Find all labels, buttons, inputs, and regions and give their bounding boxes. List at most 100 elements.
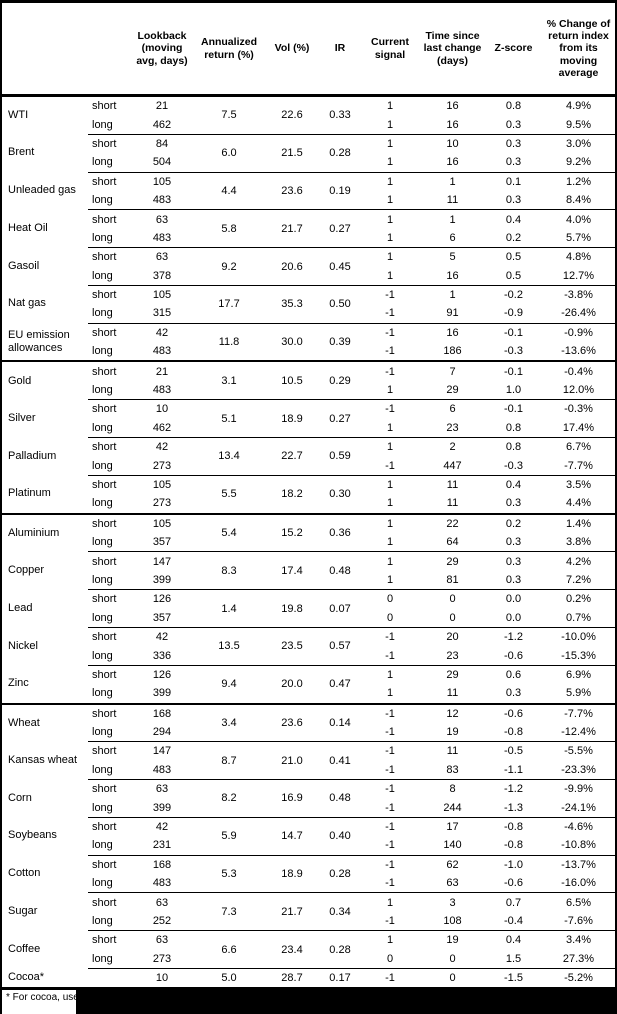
cell-zscore: 0.3 [505,536,522,549]
cell-leg: long [92,952,113,965]
cell-leg: short [92,213,117,226]
commodity-row: Aluminium 5.4 15.2 0.36 short 105 1 22 0.2 1.4% lo… [2,515,615,552]
commodity-values: 4.4 23.6 0.19 short 105 1 1 0.1 1.2% long 483 1 11 0.… [88,171,615,210]
cell-signal: 0 [386,593,394,606]
commodity-values: 5.3 18.9 0.28 short 168 -1 62 -1.0 -13.7% long 483… [88,854,615,893]
cell-pct: 6.9% [565,668,592,681]
cell-signal: 1 [386,555,394,568]
cell-ir: 0.30 [329,488,351,501]
cell-lookback: 10 [155,403,169,416]
cell-lookback: 42 [155,631,169,644]
cell-ir: 0.50 [329,298,351,311]
cell-ir: 0.57 [329,640,351,653]
cell-signal: 1 [386,156,394,169]
cell-vol: 35.3 [281,298,303,311]
commodity-name: Palladium [8,449,57,462]
col-header-time-since-change: Time since last change (days) [423,29,482,67]
cell-signal: 1 [386,100,394,113]
cell-pct: 4.4% [565,497,592,510]
cell-lookback: 105 [152,479,172,491]
cell-ir: 0.14 [329,716,351,729]
cell-signal: -1 [385,365,395,378]
cell-signal: 1 [386,517,394,530]
commodity-values: 5.5 18.2 0.30 short 105 1 11 0.4 3.5% long 273 1 11 0… [88,474,615,513]
cell-time: 8 [449,783,456,796]
cell-lookback: 168 [152,858,172,871]
cell-leg: long [92,459,113,472]
cell-leg: short [92,668,117,681]
cell-pct: -13.7% [561,858,596,871]
commodity-row: Nickel 13.5 23.5 0.57 short 42 -1 20 -1.2 -10.0% l… [2,626,615,665]
cell-signal: -1 [385,801,395,814]
cell-lookback: 126 [152,668,172,681]
commodity-values: 7.3 21.7 0.34 short 63 1 3 0.7 6.5% long 252 -1 108 -… [88,892,615,930]
cell-leg: long [92,345,113,358]
cell-signal: -1 [385,649,395,662]
cell-ir: 0.33 [329,109,351,122]
cell-zscore: -1.5 [504,972,523,985]
cell-leg: short [92,745,117,758]
cell-leg: short [92,858,117,871]
cell-zscore: 0.4 [505,934,522,947]
commodity-name: Nat gas [8,297,46,310]
cell-vol: 23.6 [281,716,303,729]
cell-annualized: 13.4 [218,450,240,463]
cell-leg: long [92,573,113,586]
commodity-values: 9.4 20.0 0.47 short 126 1 29 0.6 6.9% long 399 1 11 0… [88,664,615,703]
footnote-text: * For cocoa, uses [6,992,84,1004]
cell-ir: 0.45 [329,260,351,273]
commodity-values: 13.5 23.5 0.57 short 42 -1 20 -1.2 -10.0% long 336… [88,626,615,665]
cell-leg: long [92,497,113,510]
cell-time: 11 [446,497,459,510]
cell-vol: 22.7 [281,450,303,463]
cell-leg: short [92,365,117,378]
cell-zscore: -0.8 [504,821,523,834]
cell-annualized: 5.0 [221,972,237,985]
cell-lookback: 21 [155,100,169,113]
commodity-name: Copper [8,563,45,576]
commodity-name: Zinc [8,677,29,690]
cell-signal: -1 [385,839,395,852]
cell-vol: 20.6 [281,260,303,273]
cell-time: 20 [446,631,459,644]
cell-zscore: 0.3 [505,118,522,131]
cell-time: 63 [446,877,459,890]
cell-ir: 0.28 [329,147,351,160]
cell-ir: 0.59 [329,450,351,463]
cell-ir: 0.48 [329,564,351,577]
commodity-row: Soybeans 5.9 14.7 0.40 short 42 -1 17 -0.8 -4.6% l… [2,816,615,855]
cell-zscore: 0.1 [505,175,522,188]
cell-vol: 20.0 [281,678,303,691]
commodity-values: 5.0 28.7 0.17 10 -1 0 -1.5 -5.2% [88,967,615,987]
commodity-values: 5.9 14.7 0.40 short 42 -1 17 -0.8 -4.6% long 231 -1… [88,816,615,855]
cell-lookback: 63 [155,783,169,796]
commodity-values: 3.4 23.6 0.14 short 168 -1 12 -0.6 -7.7% long 294 -… [88,705,615,742]
cell-vol: 19.8 [281,602,303,615]
cell-leg: long [92,384,113,397]
commodity-name: Cotton [8,867,41,880]
cell-pct: -5.5% [564,745,593,758]
cell-zscore: -0.1 [504,365,523,378]
cell-signal: 1 [386,137,394,150]
cell-lookback: 273 [152,497,172,510]
commodity-row: Gold 3.1 10.5 0.29 short 21 -1 7 -0.1 -0.4% long 48… [2,362,615,399]
cell-pct: -7.7% [564,459,593,472]
commodity-values: 7.5 22.6 0.33 short 21 1 16 0.8 4.9% long 462 1 16 0.… [88,97,615,134]
cell-ir: 0.07 [329,602,351,615]
commodity-row: Gasoil 9.2 20.6 0.45 short 63 1 5 0.5 4.8% long 378… [2,247,615,285]
cell-time: 83 [446,763,459,776]
cell-zscore: -0.1 [504,403,523,416]
cell-zscore: 0.0 [505,593,522,606]
cell-ir: 0.28 [329,943,351,956]
cell-annualized: 5.3 [221,868,237,881]
cell-annualized: 4.4 [221,184,237,197]
commodity-name: Soybeans [8,829,57,842]
cell-signal: -1 [385,403,395,416]
cell-lookback: 126 [152,593,172,606]
cell-ir: 0.29 [329,374,351,387]
commodity-row: Kansas wheat 8.7 21.0 0.41 short 147 -1 11 -0.5 -… [2,741,615,779]
cell-annualized: 9.4 [221,678,237,691]
cell-time: 19 [446,726,459,739]
commodity-name: Gold [8,374,32,387]
cell-zscore: -0.2 [504,289,523,302]
